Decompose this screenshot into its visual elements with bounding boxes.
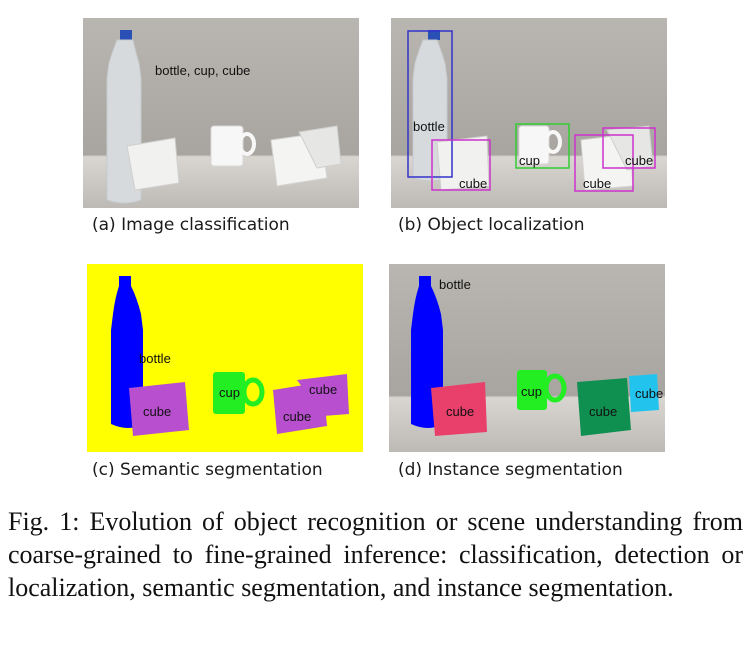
panel-semantic-segmentation: bottle cube cup cube cube (87, 264, 363, 452)
label-cube-2: cube (589, 404, 617, 419)
label-cube-3: cube (625, 153, 653, 168)
caption-d: (d) Instance segmentation (398, 460, 623, 480)
label-cube-2: cube (583, 176, 611, 191)
label-cup: cup (519, 153, 540, 168)
label-bottle: bottle (139, 351, 171, 366)
bbox-cup (515, 123, 570, 169)
panel-object-localization: bottle cube cup cube cube (391, 18, 667, 208)
label-cube-3: cube (635, 386, 663, 401)
figure-caption: Fig. 1: Evolution of object recognition … (8, 507, 743, 602)
semantic-mask: bottle cube cup cube cube (87, 264, 363, 452)
label-bottle: bottle (413, 119, 445, 134)
caption-a: (a) Image classification (92, 215, 290, 235)
label-cube-1: cube (459, 176, 487, 191)
instance-mask: bottle cube cup cube cube (389, 264, 665, 452)
bbox-cube-2 (574, 134, 634, 192)
label-cube-1: cube (446, 404, 474, 419)
caption-b: (b) Object localization (398, 215, 585, 235)
bbox-cube-1 (431, 139, 491, 191)
label-bottle: bottle (439, 277, 471, 292)
caption-c: (c) Semantic segmentation (92, 460, 323, 480)
label-cup: cup (521, 384, 542, 399)
panel-instance-segmentation: bottle cube cup cube cube (389, 264, 665, 452)
photo-localization: bottle cube cup cube cube (391, 18, 667, 208)
panel-image-classification: bottle, cup, cube (83, 18, 359, 208)
classification-tags: bottle, cup, cube (155, 63, 250, 78)
bbox-cube-3 (602, 127, 656, 169)
label-cube-2: cube (283, 409, 311, 424)
label-cup: cup (219, 385, 240, 400)
label-cube-1: cube (143, 404, 171, 419)
photo-classification: bottle, cup, cube (83, 18, 359, 208)
label-cube-3: cube (309, 382, 337, 397)
bbox-bottle (407, 30, 453, 178)
